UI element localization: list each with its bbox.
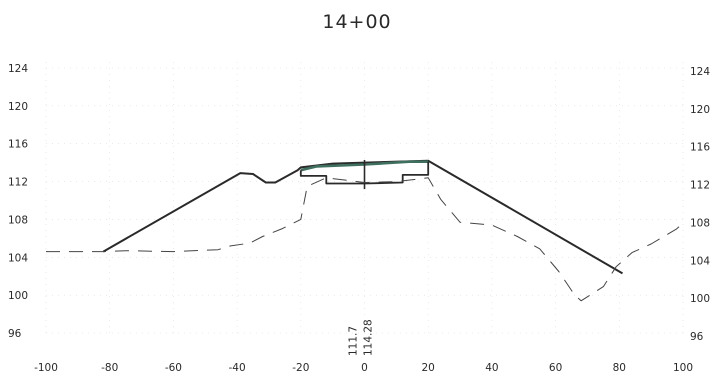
y-tick-label-left: 104 (8, 252, 28, 264)
y-tick-label-left: 116 (8, 139, 28, 151)
y-tick-label-right: 124 (690, 66, 710, 78)
existing-ground-line (46, 177, 684, 302)
design-section-outline (102, 159, 624, 275)
x-tick-label: 20 (422, 362, 435, 374)
y-tick-label-left: 108 (8, 214, 28, 226)
y-tick-label-left: 120 (8, 101, 28, 113)
y-tick-label-right: 116 (690, 142, 710, 154)
x-tick-label: 60 (549, 362, 562, 374)
x-tick-label: -100 (34, 362, 58, 374)
y-tick-label-right: 108 (690, 217, 710, 229)
y-tick-label-right: 100 (690, 293, 710, 305)
annotation-elev-114-28: 114.28 (363, 319, 375, 356)
y-tick-label-right: 120 (690, 104, 710, 116)
x-tick-label: 80 (613, 362, 626, 374)
y-tick-label-right: 96 (690, 331, 704, 343)
x-tick-label: -20 (292, 362, 309, 374)
x-tick-label: 100 (673, 362, 693, 374)
plot-series (46, 159, 684, 302)
annotation-elev-111-7: 111.7 (348, 326, 360, 356)
y-tick-label-left: 112 (8, 177, 28, 189)
x-tick-label: -80 (101, 362, 118, 374)
y-axis-left-tick-labels: 124 120 116 112 108 104 100 96 (8, 63, 28, 340)
grid (45, 62, 684, 334)
y-axis-right-tick-labels: 124 120 116 112 108 104 100 96 (690, 66, 710, 343)
x-tick-label: -60 (165, 362, 182, 374)
x-axis-tick-labels: -100 -80 -60 -40 -20 0 20 40 60 80 100 (34, 362, 693, 374)
x-tick-label: 0 (361, 362, 368, 374)
y-tick-label-right: 104 (690, 255, 710, 267)
y-tick-label-left: 124 (8, 63, 28, 75)
y-tick-label-left: 100 (8, 290, 28, 302)
x-tick-label: 40 (485, 362, 498, 374)
chart-title: 14+00 (322, 11, 391, 33)
y-tick-label-left: 96 (8, 328, 22, 340)
y-tick-label-right: 112 (690, 180, 710, 192)
x-tick-label: -40 (229, 362, 246, 374)
elevation-annotations: 111.7 114.28 (348, 319, 375, 356)
